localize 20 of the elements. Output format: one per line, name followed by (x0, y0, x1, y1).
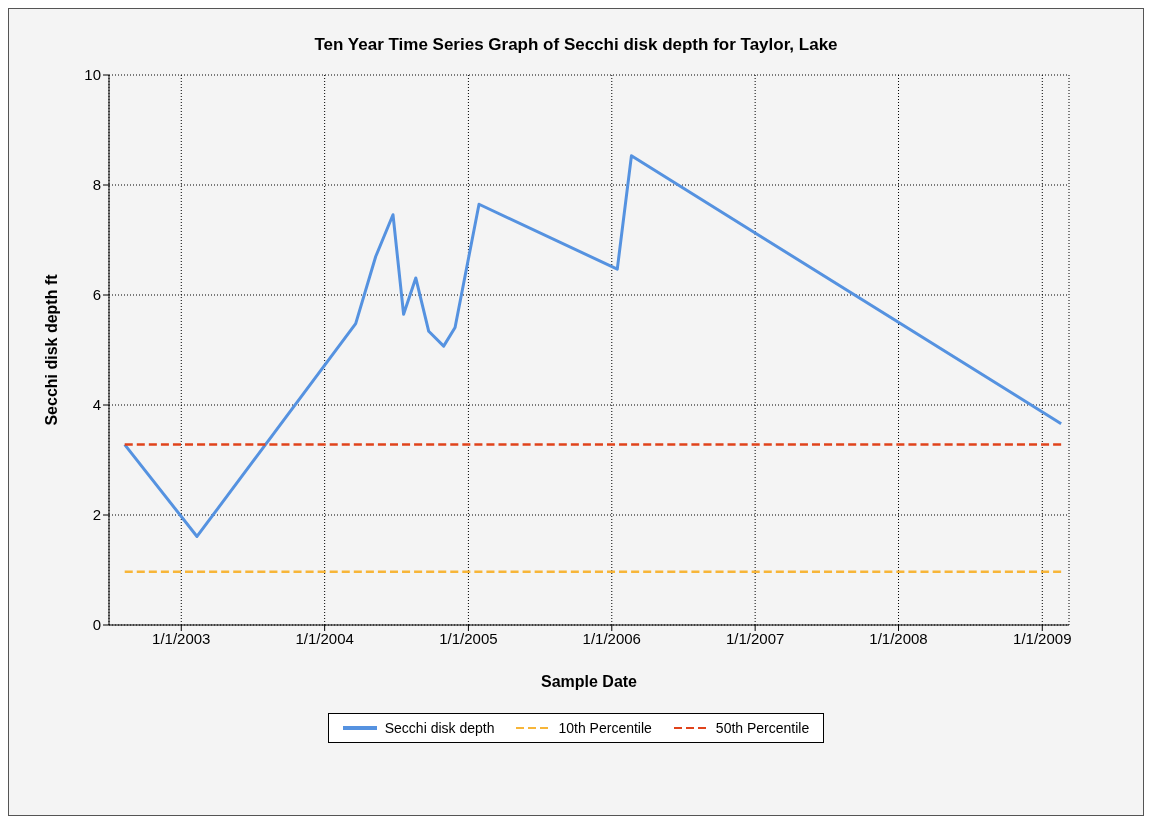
x-axis-title: Sample Date (540, 673, 638, 690)
legend-label: 50th Percentile (715, 720, 810, 736)
x-tick-label: 1/1/2009 (1013, 629, 1072, 647)
y-tick-label: 2 (92, 506, 101, 524)
y-tick-label: 0 (92, 616, 101, 634)
chart-title: Ten Year Time Series Graph of Secchi disk depth for Taylor, Lake (313, 34, 839, 56)
line-series (123, 154, 1063, 538)
x-tick-label: 1/1/2007 (725, 629, 785, 647)
x-tick-label: 1/1/2003 (152, 629, 211, 647)
legend-label: 10th Percentile (558, 720, 652, 736)
y-tick-label: 8 (92, 176, 101, 194)
y-tick-label: 10 (84, 66, 101, 84)
x-tick-label: 1/1/2004 (295, 629, 354, 647)
legend-label: Secchi disk depth (384, 720, 495, 736)
y-axis-title: Secchi disk depth ft (42, 273, 60, 426)
y-tick-label: 6 (92, 286, 101, 304)
x-tick-label: 1/1/2008 (869, 629, 928, 647)
x-tick-label: 1/1/2005 (439, 629, 498, 647)
y-tick-label: 4 (92, 396, 101, 414)
x-tick-label: 1/1/2006 (582, 629, 641, 647)
